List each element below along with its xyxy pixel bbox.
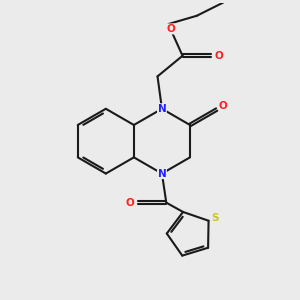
Text: O: O — [214, 51, 223, 61]
Text: O: O — [166, 24, 175, 34]
Text: N: N — [158, 104, 166, 114]
Text: O: O — [219, 101, 227, 111]
Text: N: N — [158, 169, 166, 178]
Text: S: S — [211, 213, 219, 224]
Text: O: O — [126, 198, 134, 208]
